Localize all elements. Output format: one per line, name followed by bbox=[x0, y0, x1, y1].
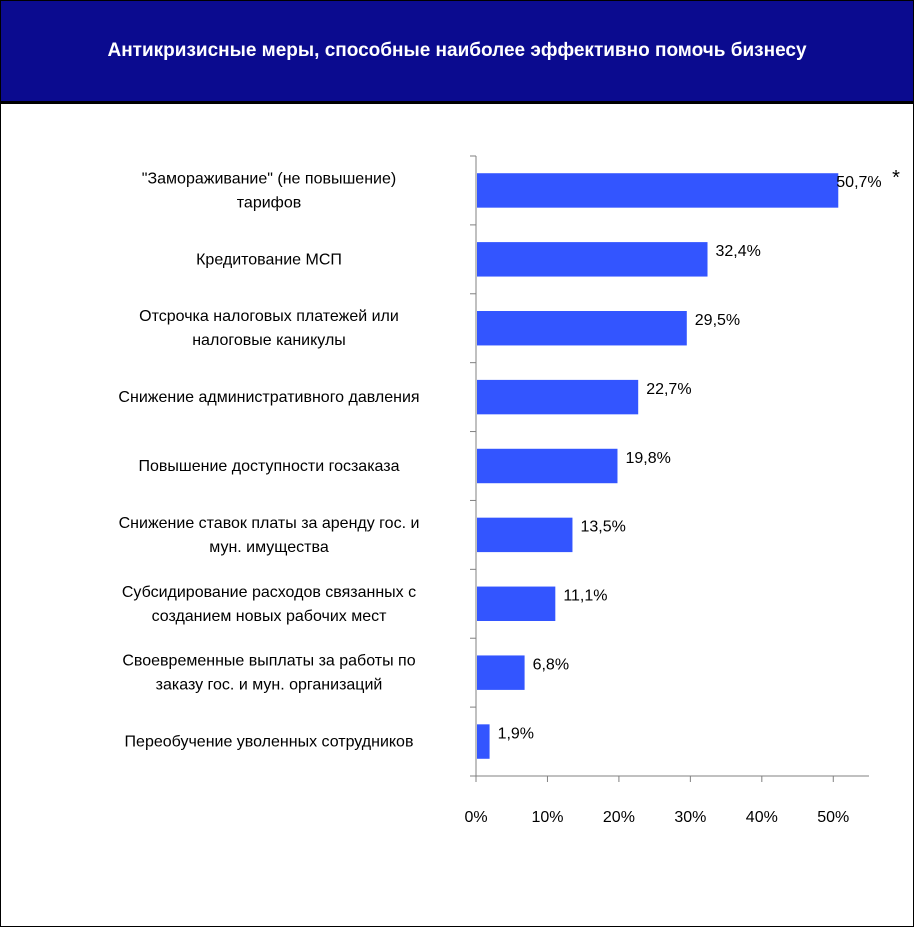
category-label-line: Кредитование МСП bbox=[196, 251, 342, 268]
bar-value-label: 13,5% bbox=[580, 519, 625, 536]
bar-value-label: 11,1% bbox=[563, 588, 607, 605]
bar bbox=[477, 311, 687, 346]
category-label: Своевременные выплаты за работы по заказу… bbox=[122, 653, 415, 694]
bar bbox=[477, 586, 556, 621]
category-label-line: Субсидирование расходов связанных с bbox=[122, 584, 416, 601]
category-label-line: "Замораживание" (не повышение) bbox=[142, 170, 396, 187]
chart-title: Антикризисные меры, способные наиболее э… bbox=[107, 40, 807, 61]
bar-value-label: 50,7% bbox=[836, 174, 881, 191]
category-label-line: Повышение доступности госзаказа bbox=[138, 458, 399, 475]
category-label-line: Снижение административного давления bbox=[118, 389, 419, 406]
category-label-line: налоговые каникулы bbox=[192, 332, 346, 349]
category-label: Переобучение уволенных сотрудников bbox=[125, 734, 414, 751]
category-label-line: Отсрочка налоговых платежей или bbox=[139, 308, 399, 325]
category-label-line: Снижение ставок платы за аренду гос. и bbox=[119, 515, 420, 532]
bar bbox=[477, 655, 525, 690]
bar bbox=[477, 242, 708, 277]
x-tick-label: 40% bbox=[746, 809, 778, 826]
x-tick-label: 50% bbox=[817, 809, 849, 826]
category-label: Кредитование МСП bbox=[196, 251, 342, 268]
bar-value-label: 6,8% bbox=[533, 656, 569, 673]
bar-value-label: 32,4% bbox=[716, 243, 761, 260]
chart-header: Антикризисные меры, способные наиболее э… bbox=[1, 1, 913, 104]
x-tick-label: 0% bbox=[464, 809, 487, 826]
bar bbox=[477, 173, 839, 208]
bar bbox=[477, 448, 618, 484]
bar bbox=[477, 724, 490, 759]
x-tick-label: 10% bbox=[531, 809, 563, 826]
footnote-asterisk: * bbox=[892, 167, 900, 189]
category-label: Снижение административного давления bbox=[118, 389, 419, 406]
category-label: Отсрочка налоговых платежей или налоговые… bbox=[139, 308, 399, 349]
category-label: Повышение доступности госзаказа bbox=[138, 458, 399, 475]
category-label: Снижение ставок платы за аренду гос. и му… bbox=[119, 515, 420, 556]
bar bbox=[477, 379, 639, 415]
bar bbox=[477, 517, 573, 553]
category-label: Субсидирование расходов связанных с созда… bbox=[122, 584, 416, 625]
category-label-line: созданием новых рабочих мест bbox=[152, 608, 388, 625]
x-tick-label: 30% bbox=[674, 809, 706, 826]
category-label-line: Переобучение уволенных сотрудников bbox=[125, 734, 414, 751]
x-tick-label: 20% bbox=[603, 809, 635, 826]
category-label-line: мун. имущества bbox=[209, 539, 329, 556]
category-label-line: заказу гос. и мун. организаций bbox=[156, 677, 383, 694]
category-label-line: Своевременные выплаты за работы по bbox=[122, 653, 415, 670]
category-label-line: тарифов bbox=[237, 194, 301, 211]
bar-value-label: 19,8% bbox=[625, 450, 670, 467]
bar-value-label: 1,9% bbox=[498, 725, 534, 742]
bar-value-label: 29,5% bbox=[695, 312, 740, 329]
bar-value-label: 22,7% bbox=[646, 381, 691, 398]
category-label: "Замораживание" (не повышение) тарифов bbox=[142, 170, 396, 211]
